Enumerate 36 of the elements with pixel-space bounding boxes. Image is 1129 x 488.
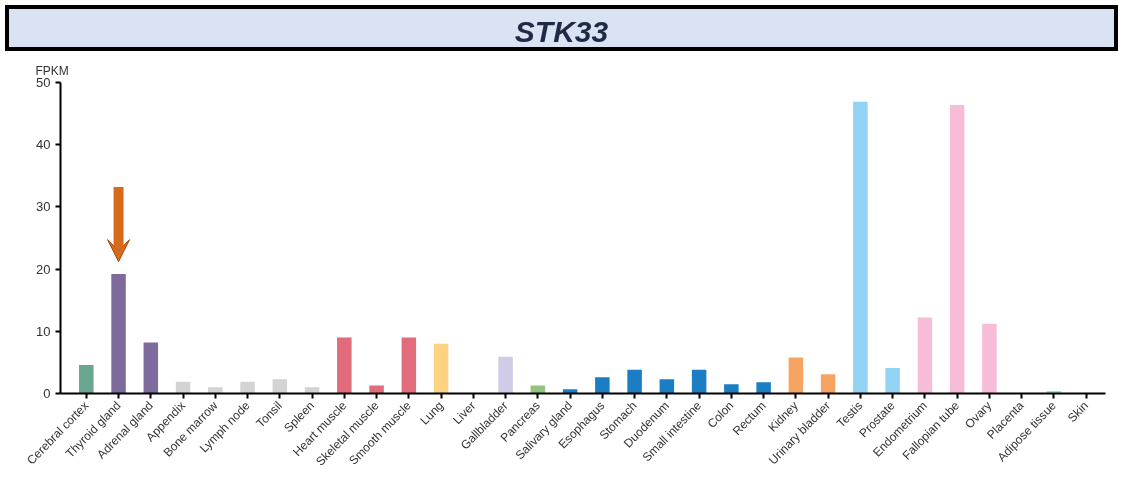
bar (788, 357, 804, 394)
bar (917, 317, 933, 394)
x-tick-label: Skin (1064, 398, 1092, 426)
y-tick-label: 0 (43, 386, 51, 401)
bar (401, 337, 417, 394)
bar (820, 374, 836, 394)
y-tick-label: 20 (36, 261, 51, 277)
bar (691, 369, 707, 394)
bar (627, 369, 642, 394)
bar (982, 323, 997, 394)
bar (595, 377, 610, 394)
bar (433, 343, 449, 394)
bar (304, 387, 320, 394)
bar (143, 342, 159, 394)
y-tick-label: 40 (36, 137, 51, 153)
bar (530, 385, 546, 394)
bar (111, 274, 126, 394)
bar (853, 101, 868, 394)
bar (885, 368, 900, 394)
bar (756, 382, 771, 394)
bar (724, 384, 739, 394)
y-tick-label: 30 (36, 199, 51, 215)
bar (240, 381, 255, 394)
bar (337, 337, 352, 394)
y-tick-label: 50 (36, 75, 51, 90)
bar (79, 364, 94, 394)
bar (208, 387, 223, 394)
bar (272, 379, 288, 394)
bar (369, 385, 384, 394)
y-axis-title: FPKM (35, 63, 69, 78)
bar (949, 104, 965, 394)
bar (498, 356, 513, 394)
chart-title: STK33 (514, 14, 609, 50)
bar (175, 381, 191, 394)
y-tick-label: 10 (36, 323, 51, 339)
bar (659, 379, 675, 394)
